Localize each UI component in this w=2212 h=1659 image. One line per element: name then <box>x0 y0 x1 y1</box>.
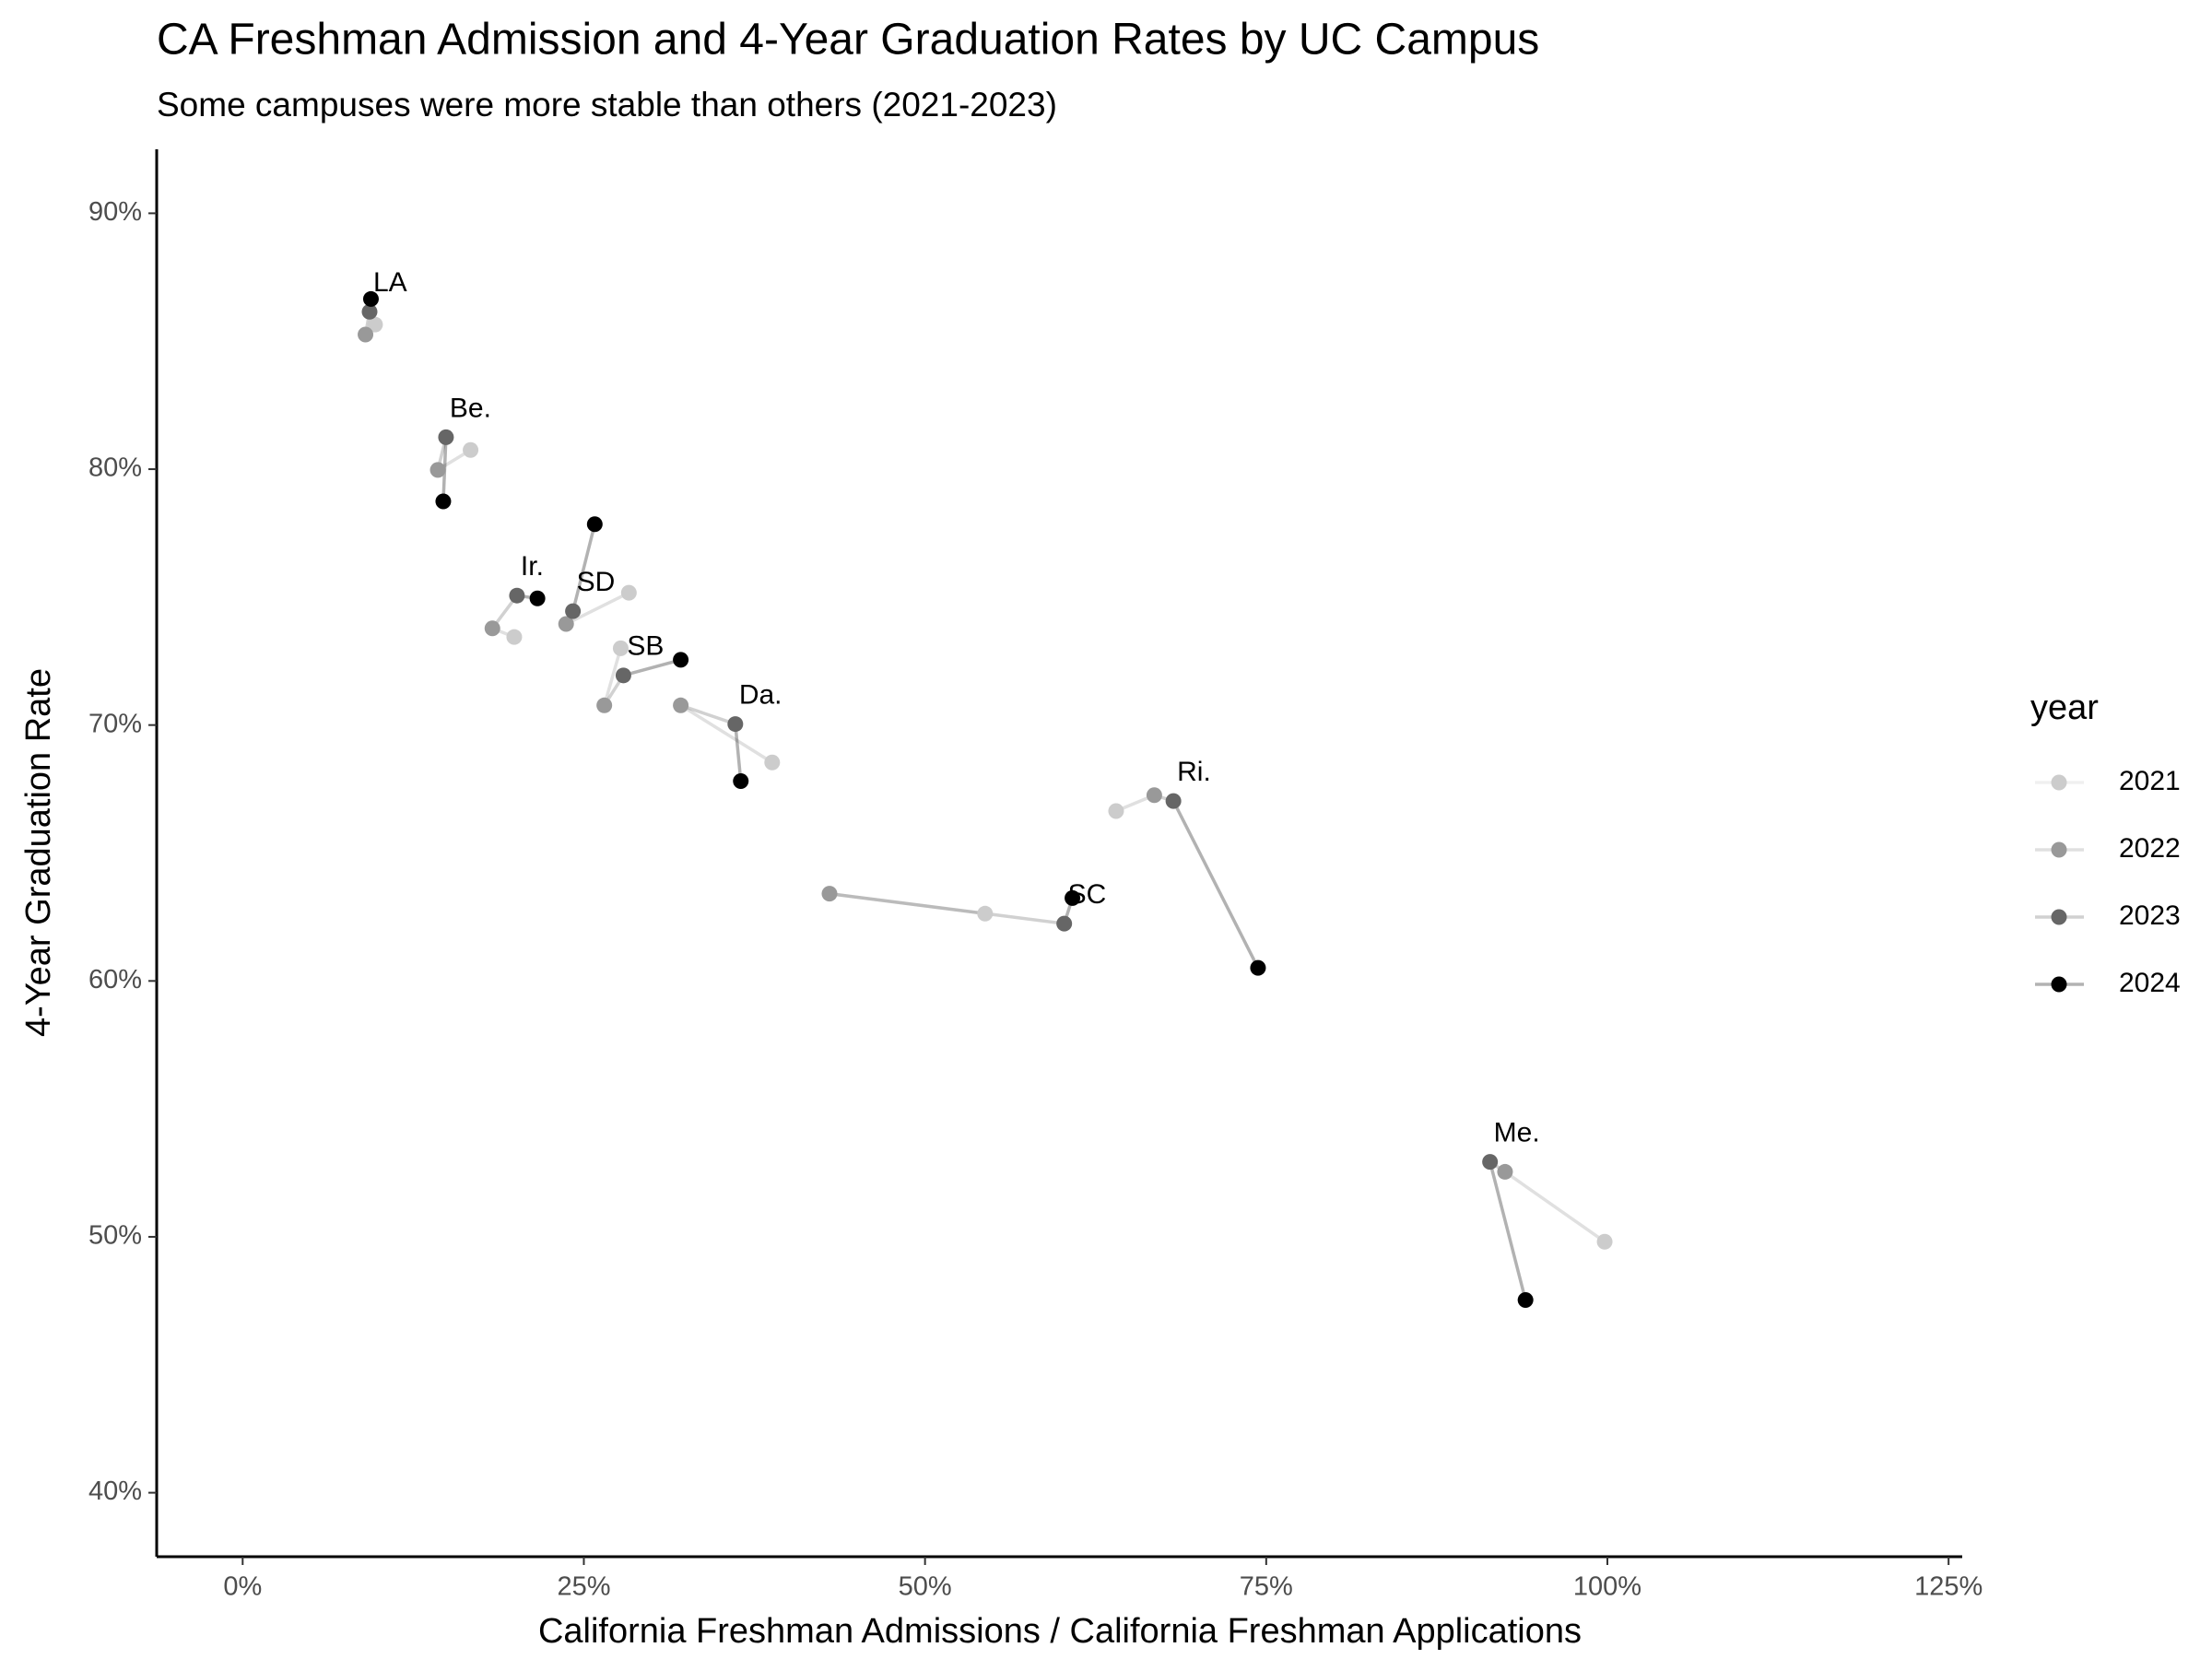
point <box>764 754 781 771</box>
point <box>558 616 574 632</box>
point <box>1108 803 1124 819</box>
point <box>821 886 838 902</box>
point <box>586 516 603 533</box>
x-tick-label: 125% <box>1914 1572 1983 1602</box>
x-tick-label: 25% <box>557 1572 610 1602</box>
point <box>358 326 374 343</box>
campus-label: Ir. <box>521 551 544 582</box>
campus-label: Da. <box>739 679 782 710</box>
campus-path <box>679 703 773 764</box>
x-tick-label: 75% <box>1240 1572 1293 1602</box>
point <box>612 640 629 656</box>
point <box>429 462 446 478</box>
legend-label: 2021 <box>2119 766 2181 796</box>
point <box>463 441 479 458</box>
campus-label: LA <box>373 267 407 298</box>
x-tick-label: 100% <box>1573 1572 1641 1602</box>
point <box>673 652 689 668</box>
y-tick-label: 90% <box>88 197 142 227</box>
legend-key-point <box>2051 909 2067 925</box>
campus-label: Me. <box>1494 1118 1540 1148</box>
campus-label: Be. <box>450 393 491 423</box>
campus-path <box>622 658 682 677</box>
point <box>509 587 525 604</box>
point <box>438 429 454 445</box>
point <box>361 303 378 320</box>
point <box>1146 787 1162 804</box>
point <box>727 716 744 733</box>
legend-key-point <box>2051 976 2067 993</box>
point <box>1065 889 1081 906</box>
y-tick-label: 50% <box>88 1221 142 1251</box>
campus-label: SD <box>577 567 616 597</box>
campus-path <box>1488 1161 1527 1300</box>
point <box>596 697 613 713</box>
y-axis-title: 4-Year Graduation Rate <box>19 668 58 1037</box>
campus-path <box>734 724 743 782</box>
point <box>733 772 749 789</box>
point <box>362 290 379 307</box>
chart-title: CA Freshman Admission and 4-Year Graduat… <box>157 16 1539 65</box>
y-tick-label: 60% <box>88 965 142 994</box>
point <box>1165 793 1182 809</box>
point <box>977 905 994 922</box>
point <box>565 603 582 619</box>
campus-path <box>1171 800 1260 969</box>
point <box>435 493 452 510</box>
campus-label: Ri. <box>1177 757 1211 787</box>
point <box>529 590 546 606</box>
point <box>506 629 523 645</box>
point <box>673 697 689 713</box>
legend-key-point <box>2051 841 2067 858</box>
legend-label: 2022 <box>2119 833 2181 864</box>
chart-subtitle: Some campuses were more stable than othe… <box>157 86 1057 124</box>
legend-key-point <box>2051 774 2067 791</box>
point <box>1250 959 1266 976</box>
point <box>620 584 637 601</box>
point <box>484 620 500 637</box>
point <box>1482 1154 1499 1171</box>
x-axis-title: California Freshman Admissions / Califor… <box>538 1612 1582 1651</box>
legend-label: 2023 <box>2119 900 2181 931</box>
campus-path <box>602 647 623 706</box>
point <box>367 316 383 333</box>
legend-title: year <box>2030 688 2099 727</box>
campus-path <box>571 524 597 612</box>
y-tick-label: 40% <box>88 1477 142 1506</box>
point <box>1056 915 1073 932</box>
point <box>1596 1233 1613 1250</box>
y-tick-label: 80% <box>88 453 142 483</box>
campus-path <box>565 591 630 626</box>
y-tick-label: 70% <box>88 709 142 738</box>
x-tick-label: 0% <box>223 1572 262 1602</box>
x-tick-label: 50% <box>899 1572 952 1602</box>
campus-path <box>829 891 986 916</box>
point <box>1497 1163 1513 1180</box>
campus-path <box>680 703 736 726</box>
point <box>615 667 631 684</box>
campus-path <box>829 891 1065 925</box>
legend-label: 2024 <box>2119 968 2181 998</box>
campus-label: SC <box>1068 879 1107 910</box>
point <box>1517 1292 1534 1309</box>
campus-label: SB <box>627 631 664 662</box>
campus-path <box>1503 1171 1606 1243</box>
